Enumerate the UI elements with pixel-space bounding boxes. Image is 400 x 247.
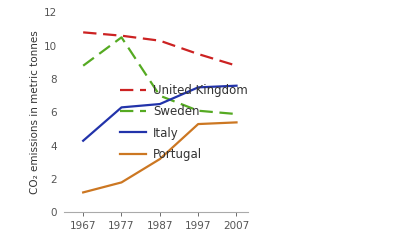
Portugal [81,191,86,194]
Portugal [158,158,162,161]
United Kingdom [81,31,86,34]
Italy [119,106,124,109]
Portugal [196,123,200,125]
Line: Italy: Italy [83,86,236,141]
Sweden [158,94,162,97]
United Kingdom [234,64,239,67]
Sweden [234,113,239,116]
Portugal [234,121,239,124]
Portugal [119,181,124,184]
Italy [158,103,162,105]
Line: Portugal: Portugal [83,123,236,192]
Sweden [81,64,86,67]
United Kingdom [196,53,200,56]
Italy [81,139,86,142]
Italy [234,84,239,87]
United Kingdom [119,34,124,37]
Line: Sweden: Sweden [83,37,236,114]
Sweden [196,109,200,112]
United Kingdom [158,39,162,42]
Y-axis label: CO₂ emissions in metric tonnes: CO₂ emissions in metric tonnes [30,31,40,194]
Italy [196,86,200,89]
Sweden [119,36,124,39]
Legend: United Kingdom, Sweden, Italy, Portugal: United Kingdom, Sweden, Italy, Portugal [120,84,248,161]
Line: United Kingdom: United Kingdom [83,32,236,66]
